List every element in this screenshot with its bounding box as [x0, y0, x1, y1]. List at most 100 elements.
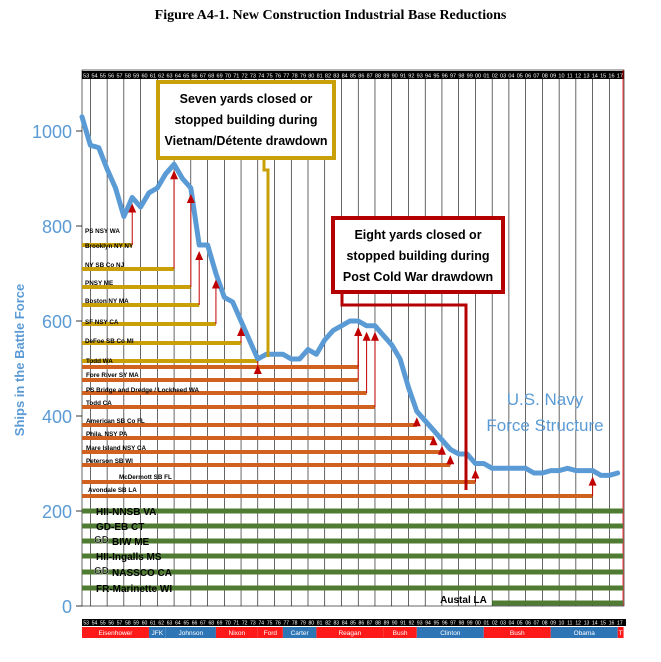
closure-arrow [186, 194, 195, 203]
gold-bar-label: PS NSY WA [85, 228, 120, 235]
year-label: 10 [558, 74, 564, 80]
year-label-bottom: 94 [425, 621, 431, 627]
closure-arrow [195, 251, 204, 260]
year-label: 56 [108, 74, 114, 80]
green-bar-label: FR-Marinette WI [96, 584, 172, 595]
year-label-bottom: 95 [434, 621, 440, 627]
year-label: 60 [141, 74, 147, 80]
orange-bar [82, 463, 451, 467]
year-label-bottom: 59 [133, 621, 139, 627]
year-label: 73 [250, 74, 256, 80]
year-label-bottom: 69 [217, 621, 223, 627]
green-bar [492, 600, 623, 606]
closure-arrow [588, 476, 597, 486]
gold-bar-label: PNSY ME [85, 280, 113, 287]
year-label: 09 [550, 74, 556, 80]
year-label: 99 [467, 74, 473, 80]
year-label-bottom: 74 [258, 621, 264, 627]
year-label: 05 [517, 74, 523, 80]
year-label-bottom: 73 [250, 621, 256, 627]
closure-arrow [354, 327, 363, 336]
year-strip-bottom [82, 619, 626, 626]
year-label-bottom: 56 [108, 621, 114, 627]
annotation-text-vietnam: Seven yards closed or [180, 92, 313, 106]
year-label: 74 [258, 74, 264, 80]
president-label: JFK [152, 630, 164, 637]
year-label-bottom: 75 [267, 621, 273, 627]
year-label: 68 [208, 74, 214, 80]
president-label: Eisenhower [98, 630, 133, 637]
year-label: 89 [383, 74, 389, 80]
year-label-bottom: 09 [550, 621, 556, 627]
year-label: 95 [433, 74, 439, 80]
green-bar-label: GD [94, 566, 109, 577]
year-label: 02 [492, 74, 498, 80]
year-label-bottom: 65 [183, 621, 189, 627]
president-band [215, 627, 258, 638]
year-label: 78 [292, 74, 298, 80]
year-label: 67 [200, 74, 206, 80]
year-label-bottom: 17 [617, 621, 623, 627]
president-label: Clinton [440, 630, 461, 637]
year-label: 80 [308, 74, 314, 80]
year-label: 92 [408, 74, 414, 80]
year-label-bottom: 67 [200, 621, 206, 627]
year-label-bottom: 06 [525, 621, 531, 627]
year-label: 70 [225, 74, 231, 80]
orange-bar-label: Phila. NSY PA [86, 431, 128, 438]
president-label: Bush [510, 630, 525, 637]
gold-bar [82, 341, 242, 345]
year-label: 07 [533, 74, 539, 80]
year-label-bottom: 81 [317, 621, 323, 627]
orange-bar [82, 436, 434, 440]
gold-bar [82, 243, 133, 247]
year-label: 64 [175, 74, 181, 80]
year-label-bottom: 90 [392, 621, 398, 627]
year-label-bottom: 02 [492, 621, 498, 627]
annotation-text-cold-war: stopped building during [346, 249, 489, 263]
closure-arrow [128, 203, 137, 213]
orange-bar-label: Todd CA [86, 400, 112, 407]
closure-arrow [170, 170, 179, 180]
year-label-bottom: 82 [325, 621, 331, 627]
green-bar [82, 523, 623, 529]
year-label-bottom: 58 [125, 621, 131, 627]
year-label: 53 [83, 74, 89, 80]
gold-bar [82, 359, 258, 363]
year-label: 00 [475, 74, 481, 80]
year-label-bottom: 88 [375, 621, 381, 627]
president-label: Ford [264, 630, 278, 637]
closure-arrow [437, 445, 446, 455]
year-label: 83 [333, 74, 339, 80]
year-label-bottom: 72 [242, 621, 248, 627]
year-label-bottom: 03 [500, 621, 506, 627]
president-label: Reagan [338, 630, 361, 637]
closure-arrow [412, 417, 421, 427]
year-label: 76 [275, 74, 281, 80]
year-label-bottom: 78 [292, 621, 298, 627]
closure-arrow [211, 279, 220, 289]
year-label-bottom: 61 [150, 621, 156, 627]
year-label: 97 [450, 74, 456, 80]
force-structure-label: Force Structure [486, 416, 603, 435]
orange-bar [82, 494, 593, 498]
year-label-bottom: 63 [167, 621, 173, 627]
green-bar [82, 569, 623, 575]
president-band [416, 627, 484, 638]
year-label-bottom: 77 [284, 621, 290, 627]
year-label: 79 [300, 74, 306, 80]
annotation-text-vietnam: stopped building during [174, 113, 317, 127]
president-label: T [619, 630, 623, 637]
year-label-bottom: 11 [567, 621, 572, 627]
green-bar-label: NASSCO CA [112, 568, 172, 579]
orange-bar-label: Fore River SY MA [86, 372, 139, 379]
gold-bar-label: SF NSY CA [85, 319, 119, 326]
year-label: 11 [567, 74, 573, 80]
year-label-bottom: 83 [334, 621, 340, 627]
year-label-bottom: 66 [192, 621, 198, 627]
green-bar [82, 538, 623, 544]
year-label-bottom: 07 [534, 621, 540, 627]
year-label-bottom: 16 [609, 621, 615, 627]
year-label: 86 [358, 74, 364, 80]
y-tick-label: 200 [42, 502, 72, 522]
